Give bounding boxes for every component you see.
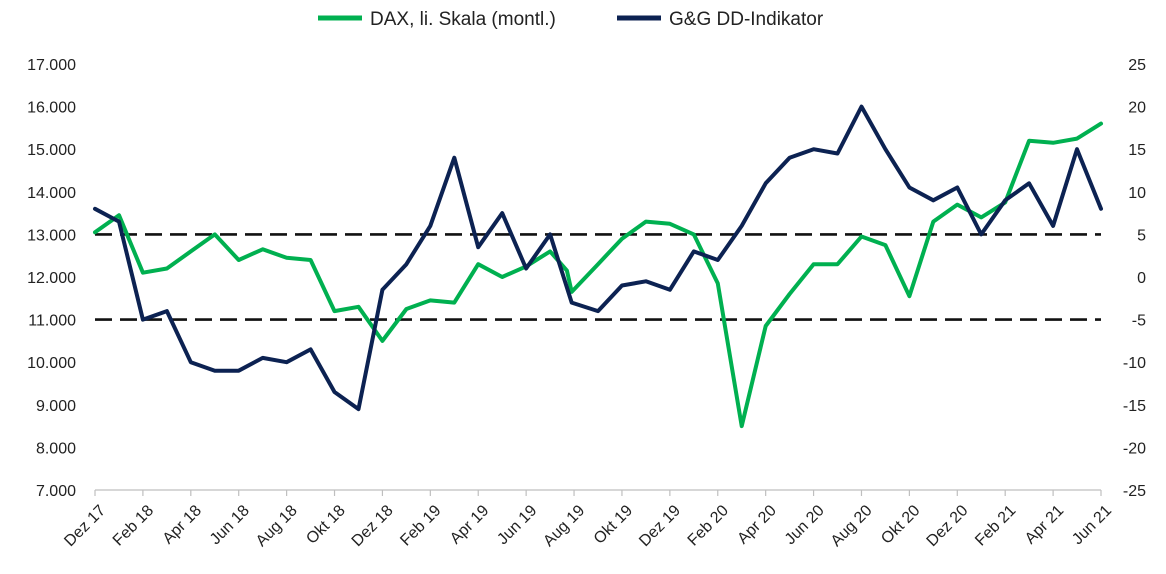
x-tick-label: Dez 17 (61, 502, 109, 550)
x-tick-label: Jun 18 (207, 502, 253, 548)
x-tick-label: Apr 20 (734, 502, 779, 547)
legend-label-gg-indicator: G&G DD-Indikator (669, 9, 824, 30)
x-tick-label: Feb 18 (110, 502, 157, 549)
y-left-tick-label: 12.000 (27, 270, 76, 287)
y-left-tick-label: 16.000 (27, 100, 76, 117)
series-line-gg-indicator (93, 104, 1103, 412)
x-tick-label: Apr 21 (1022, 502, 1067, 547)
y-right-tick-label: 5 (1137, 227, 1146, 244)
x-tick-label: Aug 20 (828, 502, 876, 550)
y-left-tick-label: 9.000 (36, 398, 76, 415)
x-tick-label: Dez 20 (924, 502, 972, 550)
y-left-tick-label: 13.000 (27, 227, 76, 244)
y-right-tick-label: 25 (1128, 57, 1146, 74)
x-tick-label: Jun 21 (1069, 502, 1115, 548)
x-tick-label: Okt 20 (878, 502, 923, 547)
x-tick-label: Dez 18 (349, 502, 397, 550)
x-tick-label: Okt 19 (591, 502, 636, 547)
y-right-tick-label: -20 (1123, 440, 1146, 457)
y-left-tick-label: 14.000 (27, 185, 76, 202)
x-tick-label: Feb 21 (972, 502, 1019, 549)
y-right-tick-label: 0 (1137, 270, 1146, 287)
x-tick-label: Aug 18 (253, 502, 301, 550)
x-tick-label: Aug 19 (540, 502, 588, 550)
x-tick-label: Dez 19 (636, 502, 684, 550)
y-left-tick-label: 17.000 (27, 57, 76, 74)
x-tick-label: Jun 19 (494, 502, 540, 548)
legend: DAX, li. Skala (montl.) G&G DD-Indikator (318, 9, 824, 30)
reference-lines (95, 233, 1101, 321)
y-right-tick-label: -5 (1132, 313, 1146, 330)
legend-label-dax: DAX, li. Skala (montl.) (370, 9, 556, 30)
y-left-tick-label: 8.000 (36, 440, 76, 457)
x-tick-label: Okt 18 (303, 502, 348, 547)
y-left-tick-label: 7.000 (36, 483, 76, 500)
x-tick-label: Feb 20 (685, 502, 732, 549)
x-tick-label: Apr 19 (447, 502, 492, 547)
series-layer (93, 104, 1103, 429)
y-left-tick-label: 11.000 (28, 313, 76, 330)
y-right-tick-label: 10 (1128, 185, 1146, 202)
x-tick-label: Apr 18 (160, 502, 205, 547)
axes: Dez 17 Feb 18 Apr 18 Jun 18 Aug 18 Okt 18 Dez … (27, 57, 1146, 550)
y-left-tick-label: 10.000 (27, 355, 76, 372)
x-tick-label: Jun 20 (782, 502, 828, 548)
y-right-tick-label: 15 (1128, 142, 1146, 159)
y-right-tick-label: -25 (1123, 483, 1146, 500)
y-right-tick-label: -10 (1123, 355, 1146, 372)
series-line-dax (93, 121, 1103, 429)
y-left-tick-label: 15.000 (27, 142, 76, 159)
x-tick-label: Feb 19 (397, 502, 444, 549)
y-right-tick-label: 20 (1128, 100, 1146, 117)
y-right-tick-label: -15 (1123, 398, 1146, 415)
